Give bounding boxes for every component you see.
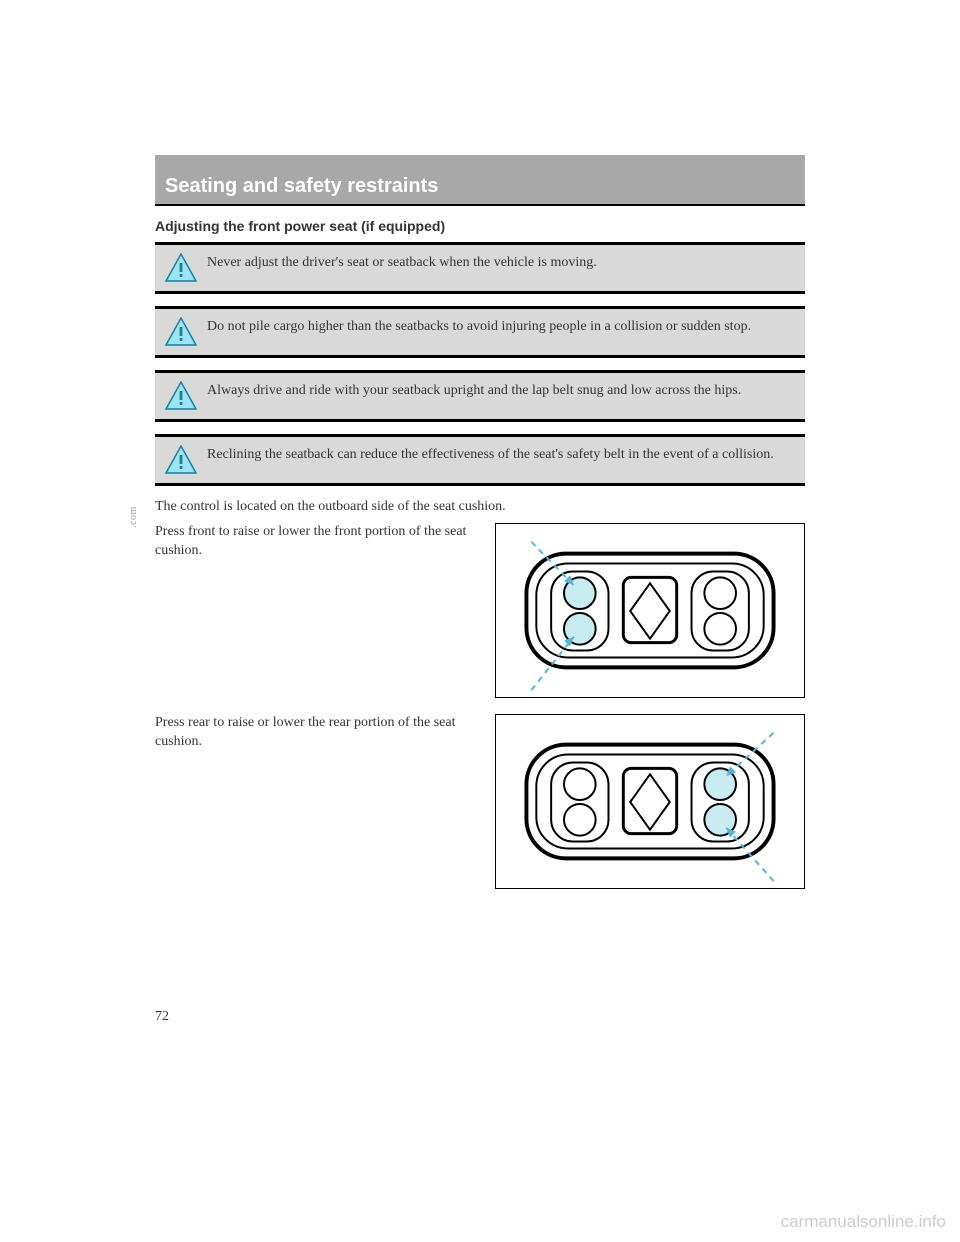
diagram-1 [495, 523, 805, 698]
instruction-row-2: Press rear to raise or lower the rear po… [155, 714, 805, 889]
warning-icon [165, 317, 197, 347]
page-content: Seating and safety restraints Adjusting … [155, 155, 805, 905]
diagram-2 [495, 714, 805, 889]
step1-text: Press front to raise or lower the front … [155, 523, 477, 698]
instruction-row-1: Press front to raise or lower the front … [155, 523, 805, 698]
seat-control-diagram-front [495, 523, 805, 698]
warning-box-4: Reclining the seatback can reduce the ef… [155, 434, 805, 486]
warning-box-2: Do not pile cargo higher than the seatba… [155, 306, 805, 358]
page-number: 72 [155, 1009, 169, 1025]
warning-icon [165, 253, 197, 283]
warning-text: Never adjust the driver's seat or seatba… [207, 253, 597, 273]
seat-control-diagram-rear [495, 714, 805, 889]
warning-box-3: Always drive and ride with your seatback… [155, 370, 805, 422]
warning-icon [165, 445, 197, 475]
warning-text: Reclining the seatback can reduce the ef… [207, 445, 774, 465]
side-watermark: .com [128, 506, 139, 528]
section-header: Seating and safety restraints [155, 155, 805, 206]
step2-text: Press rear to raise or lower the rear po… [155, 714, 477, 889]
warning-text: Do not pile cargo higher than the seatba… [207, 317, 751, 337]
warning-icon [165, 381, 197, 411]
subheading: Adjusting the front power seat (if equip… [155, 218, 805, 234]
warning-text: Always drive and ride with your seatback… [207, 381, 741, 401]
footer-watermark: carmanualsonline.info [781, 1212, 946, 1232]
warning-box-1: Never adjust the driver's seat or seatba… [155, 242, 805, 294]
intro-text: The control is located on the outboard s… [155, 498, 805, 517]
